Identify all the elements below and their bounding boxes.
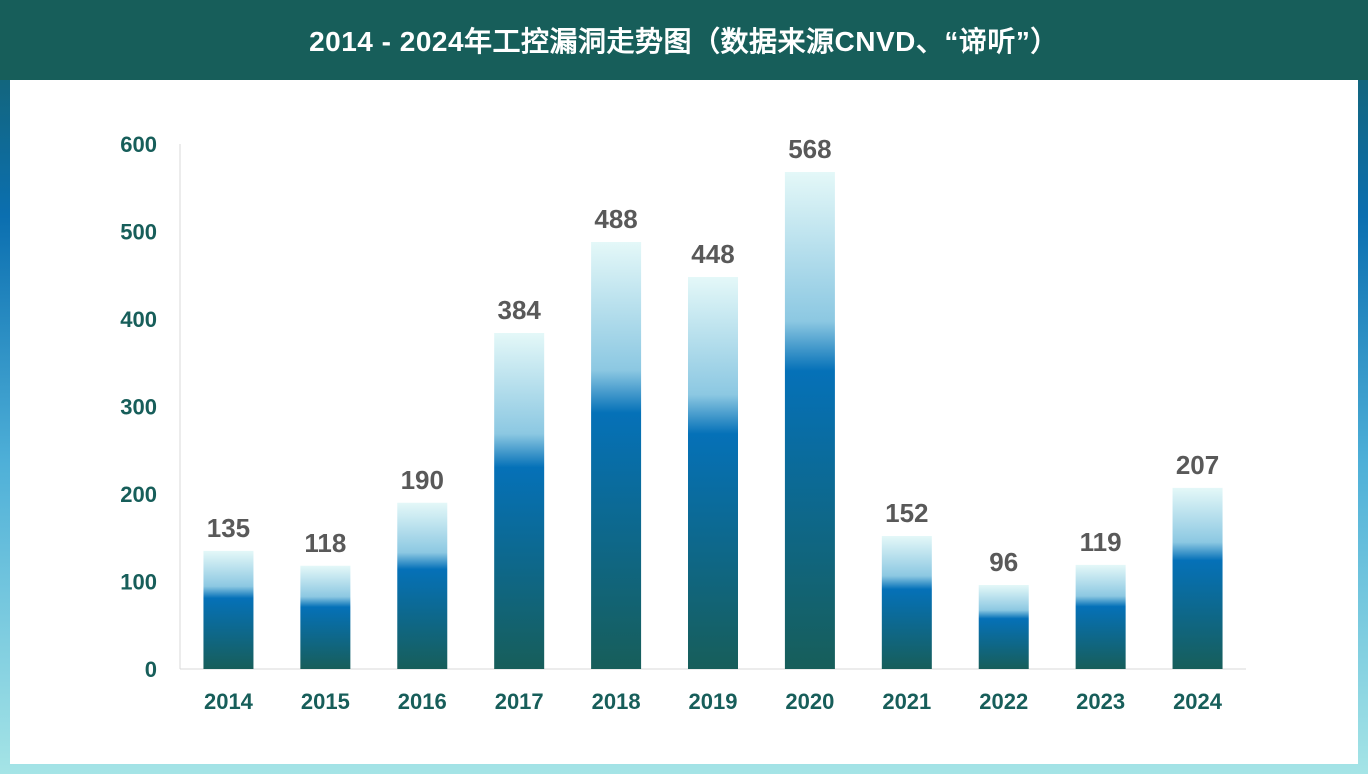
bar-2023	[1075, 564, 1126, 669]
data-label-2014: 135	[207, 513, 250, 543]
x-tick-label-2016: 2016	[398, 689, 447, 714]
bar-2016	[397, 502, 448, 669]
data-label-2015: 118	[304, 528, 346, 558]
data-label-2020: 568	[788, 134, 831, 164]
data-label-2018: 488	[594, 204, 637, 234]
y-tick-label: 400	[120, 307, 157, 332]
x-tick-label-2018: 2018	[592, 689, 641, 714]
x-tick-label-2017: 2017	[495, 689, 544, 714]
x-tick-label-2023: 2023	[1076, 689, 1125, 714]
x-tick-label-2020: 2020	[785, 689, 834, 714]
data-label-2022: 96	[989, 547, 1018, 577]
bar-2017	[494, 333, 545, 669]
bar-2024	[1172, 487, 1223, 669]
labels: 135 2014 118 2015 190 2016 384 2017 488 2018 448 20…	[204, 134, 1223, 714]
data-label-2019: 448	[691, 239, 734, 269]
axes: 0 100 200 300 400 500 600	[120, 132, 1246, 682]
y-tick-label: 600	[120, 132, 157, 157]
bar-2022	[978, 585, 1029, 669]
y-tick-label: 500	[120, 220, 157, 245]
bar-2015	[300, 565, 351, 669]
bar-2019	[688, 277, 738, 669]
chart-title: 2014 - 2024年工控漏洞走势图（数据来源CNVD、“谛听”）	[309, 26, 1059, 57]
x-tick-label-2024: 2024	[1173, 689, 1223, 714]
data-label-2021: 152	[885, 498, 928, 528]
bar-2020	[784, 172, 835, 669]
bar-2021	[881, 536, 932, 669]
bar-2018	[591, 242, 642, 669]
data-label-2017: 384	[497, 295, 541, 325]
bar-2014	[203, 550, 254, 669]
data-label-2024: 207	[1176, 450, 1219, 480]
y-tick-label: 100	[120, 570, 157, 595]
x-tick-label-2019: 2019	[689, 689, 738, 714]
bars	[203, 172, 1223, 669]
y-tick-label: 300	[120, 395, 157, 420]
y-tick-label: 200	[120, 482, 157, 507]
x-tick-label-2014: 2014	[204, 689, 254, 714]
x-tick-label-2021: 2021	[882, 689, 931, 714]
x-tick-label-2022: 2022	[979, 689, 1028, 714]
y-tick-label: 0	[145, 657, 157, 682]
title-bar: 2014 - 2024年工控漏洞走势图（数据来源CNVD、“谛听”）	[0, 0, 1368, 80]
data-label-2023: 119	[1080, 527, 1122, 557]
x-tick-label-2015: 2015	[301, 689, 350, 714]
data-label-2016: 190	[401, 465, 444, 495]
